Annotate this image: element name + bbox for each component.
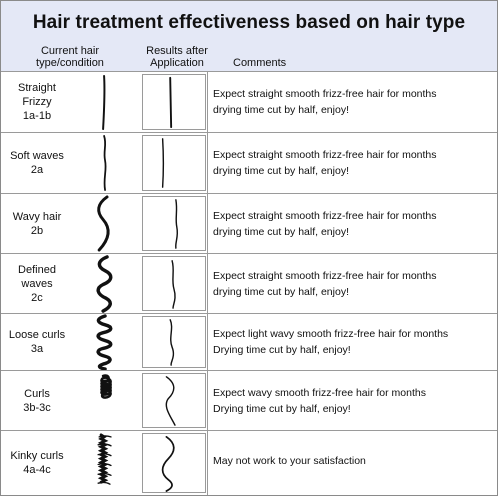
result-cell: [142, 135, 206, 191]
header: Hair treatment effectiveness based on ha…: [1, 1, 497, 71]
page-title: Hair treatment effectiveness based on ha…: [32, 12, 466, 33]
result-cell: [142, 196, 206, 251]
hair-type-label-line: Loose curls: [8, 329, 66, 341]
column-divider: [207, 314, 208, 370]
comment-line: Drying time cut by half, enjoy!: [213, 402, 351, 415]
comment-line: Expect straight smooth frizz-free hair f…: [213, 88, 437, 100]
result-cell: [142, 373, 206, 428]
hair-type-label-line: 4a-4c: [23, 464, 51, 476]
comment-line: Expect straight smooth frizz-free hair f…: [213, 149, 437, 161]
hair-type-label: Loose curls 3a: [1, 314, 73, 370]
column-header-results-line1: Results after: [146, 45, 208, 57]
column-divider: [207, 254, 208, 313]
comment-cell: Expect straight smooth frizz-free hair f…: [213, 72, 493, 132]
hair-type-label-line: 3b-3c: [23, 401, 51, 414]
hair-type-label: Wavy hair 2b: [1, 194, 73, 253]
hair-type-label: Defined waves 2c: [1, 254, 73, 313]
hair-strand-after-icon: [175, 199, 179, 249]
table-row: Straight Frizzy 1a-1b Expect straight sm…: [1, 71, 497, 132]
comment-line: May not work to your satisfaction: [213, 455, 366, 467]
column-header-comments: Comments: [233, 57, 287, 69]
hair-strand-after-icon: [169, 319, 175, 366]
column-divider: [207, 133, 208, 193]
column-divider: [207, 371, 208, 430]
comment-cell: Expect straight smooth frizz-free hair f…: [213, 133, 493, 193]
hair-type-label-line: 2c: [31, 291, 43, 304]
comment-cell: Expect light wavy smooth frizz-free hair…: [213, 314, 493, 370]
comment-line: drying time cut by half, enjoy!: [213, 104, 349, 116]
hair-type-label-line: 2a: [30, 164, 44, 176]
hair-strand-after-icon: [161, 435, 175, 492]
hair-type-label-line: Kinky curls: [10, 450, 64, 462]
hair-strand-after-icon: [161, 138, 165, 188]
table-row: Curls 3b-3c Expect wavy smooth frizz-fre…: [1, 370, 497, 430]
column-divider: [207, 72, 208, 132]
column-header-current-line1: Current hair: [40, 45, 100, 57]
comment-cell: May not work to your satisfaction: [213, 431, 493, 495]
hair-strand-after-icon: [171, 260, 176, 309]
column-divider: [207, 194, 208, 253]
column-header-current-line2: type/condition: [36, 57, 104, 69]
comment-cell: Expect straight smooth frizz-free hair f…: [213, 254, 493, 313]
comment-cell: Expect straight smooth frizz-free hair f…: [213, 194, 493, 253]
hair-type-label-line: 1a-1b: [22, 110, 52, 122]
hair-type-label-line: Defined: [18, 263, 56, 276]
result-cell: [142, 316, 206, 368]
hair-type-label: Straight Frizzy 1a-1b: [1, 72, 73, 132]
comment-line: Drying time cut by half, enjoy!: [213, 344, 351, 356]
hair-type-label-line: Wavy hair: [12, 210, 62, 223]
hair-type-label: Soft waves 2a: [1, 133, 73, 193]
column-header-results-line2: Application: [150, 57, 204, 69]
table-row: Kinky curls 4a-4c May not work to your s…: [1, 430, 497, 495]
hair-strand-before-icon: [103, 135, 107, 191]
hair-type-label: Kinky curls 4a-4c: [1, 431, 73, 495]
column-header-results: Results after Application: [139, 45, 215, 69]
hair-strand-before-icon: [96, 314, 113, 370]
hair-type-label-line: waves: [21, 277, 53, 290]
hair-type-label-line: Frizzy: [22, 96, 52, 108]
comment-line: drying time cut by half, enjoy!: [213, 225, 349, 238]
hair-type-label-line: 2b: [30, 224, 44, 237]
result-cell: [142, 433, 206, 493]
comment-line: Expect straight smooth frizz-free hair f…: [213, 269, 437, 282]
hair-strand-before-icon: [96, 255, 113, 313]
hair-strand-after-icon: [169, 76, 173, 129]
hair-type-label-line: Curls: [24, 387, 50, 400]
table-row: Defined waves 2c Expect straight smooth …: [1, 253, 497, 313]
table-row: Soft waves 2a Expect straight smooth fri…: [1, 132, 497, 193]
column-header-current: Current hair type/condition: [25, 45, 115, 69]
hair-strand-before-icon: [97, 195, 110, 252]
comment-line: Expect wavy smooth frizz-free hair for m…: [213, 386, 426, 399]
comment-cell: Expect wavy smooth frizz-free hair for m…: [213, 371, 493, 430]
table-row: Loose curls 3a Expect light wavy smooth …: [1, 313, 497, 370]
hair-type-label-line: Soft waves: [10, 150, 64, 162]
hair-strand-after-icon: [165, 376, 176, 426]
comment-line: Expect straight smooth frizz-free hair f…: [213, 209, 437, 222]
comment-line: drying time cut by half, enjoy!: [213, 285, 349, 298]
table-row: Wavy hair 2b Expect straight smooth friz…: [1, 193, 497, 253]
comment-line: drying time cut by half, enjoy!: [213, 165, 349, 177]
hair-strand-before-icon: [102, 74, 106, 131]
hair-type-label-line: Straight: [18, 82, 56, 94]
column-divider: [207, 431, 208, 495]
result-cell: [142, 256, 206, 311]
hair-type-label-line: 3a: [30, 343, 44, 355]
comment-line: Expect light wavy smooth frizz-free hair…: [213, 328, 449, 340]
hair-strand-before-icon: [97, 433, 112, 485]
result-cell: [142, 74, 206, 130]
hair-strand-before-icon: [100, 374, 112, 399]
hair-type-label: Curls 3b-3c: [1, 371, 73, 430]
